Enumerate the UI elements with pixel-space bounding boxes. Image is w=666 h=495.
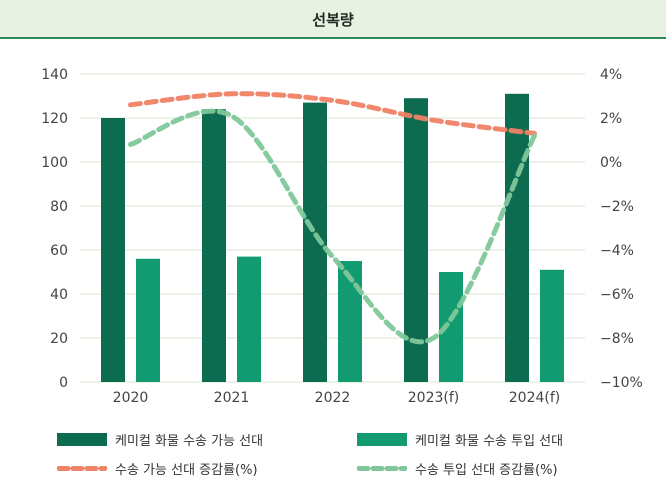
y-left-tick-label: 80: [50, 199, 68, 215]
legend-swatch-input-bar: [357, 433, 407, 446]
y-right-tick-label: 0%: [600, 155, 622, 171]
line-input-growth: [128, 108, 537, 345]
y-right-tick-label: 4%: [600, 67, 622, 83]
y-right-tick-label: −10%: [600, 375, 643, 391]
bar-input: [540, 269, 564, 382]
chart-title: 선복량: [312, 11, 354, 29]
bar-capacity: [101, 118, 125, 382]
y-right-tick-label: 2%: [600, 111, 622, 127]
legend-label-input-bar: 케미컬 화물 수송 투입 선대: [415, 434, 564, 449]
legend-label-capacity-line: 수송 가능 선대 증감률(%): [115, 463, 258, 478]
legend-swatch-input-line: [357, 466, 407, 471]
legend-item-capacity-bar: 케미컬 화물 수송 가능 선대: [57, 430, 263, 449]
x-tick-label: 2020: [113, 390, 149, 406]
y-left-tick-label: 140: [41, 67, 68, 83]
x-tick-label: 2021: [214, 390, 250, 406]
x-tick-label: 2022: [315, 390, 351, 406]
bar-capacity: [505, 93, 529, 383]
legend-item-capacity-line: 수송 가능 선대 증감률(%): [57, 459, 258, 478]
bar-capacity: [202, 109, 226, 382]
legend-swatch-capacity-line: [57, 466, 107, 471]
legend-label-capacity-bar: 케미컬 화물 수송 가능 선대: [115, 434, 264, 449]
y-right-tick-label: −8%: [600, 331, 634, 347]
bar-input: [136, 258, 160, 382]
combo-chart: 0 −10% 20 −8% 40 −6% 60 −4% 80 −2% 100 0% 120 2% 140 4%…: [41, 67, 643, 406]
y-right-tick-label: −6%: [600, 287, 634, 303]
y-left-tick-label: 60: [50, 243, 68, 259]
y-left-tick-label: 0: [59, 375, 68, 391]
y-right-tick-label: −4%: [600, 243, 634, 259]
y-right-tick-label: −2%: [600, 199, 634, 215]
legend-item-input-bar: 케미컬 화물 수송 투입 선대: [357, 430, 563, 449]
legend-label-input-line: 수송 투입 선대 증감률(%): [415, 463, 558, 478]
bar-input: [237, 256, 261, 382]
legend-swatch-capacity-bar: [57, 433, 107, 446]
bar-capacity: [404, 98, 428, 382]
line-capacity-growth: [128, 91, 537, 136]
legend: 케미컬 화물 수송 가능 선대 케미컬 화물 수송 투입 선대 수송 가능 선대…: [0, 420, 666, 495]
y-left-tick-label: 40: [50, 287, 68, 303]
x-tick-label: 2024(f): [509, 390, 560, 406]
y-left-tick-label: 120: [41, 111, 68, 127]
chart-header: 선복량: [0, 0, 666, 39]
y-left-tick-label: 100: [41, 155, 68, 171]
y-left-tick-label: 20: [50, 331, 68, 347]
x-tick-label: 2023(f): [408, 390, 459, 406]
legend-item-input-line: 수송 투입 선대 증감률(%): [357, 459, 558, 478]
